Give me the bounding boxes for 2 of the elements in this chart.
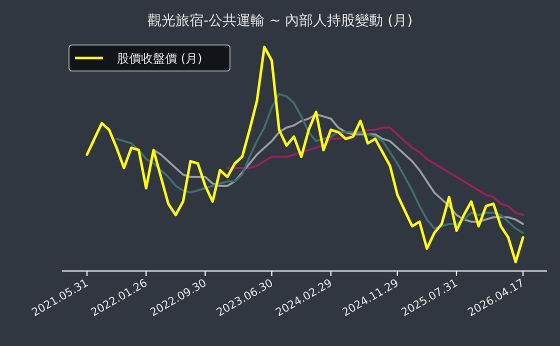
chart-title: 觀光旅宿-公共運輸 ~ 內部人持股變動 (月) [147, 13, 413, 29]
legend-label: 股價收盤價 (月) [117, 52, 202, 66]
